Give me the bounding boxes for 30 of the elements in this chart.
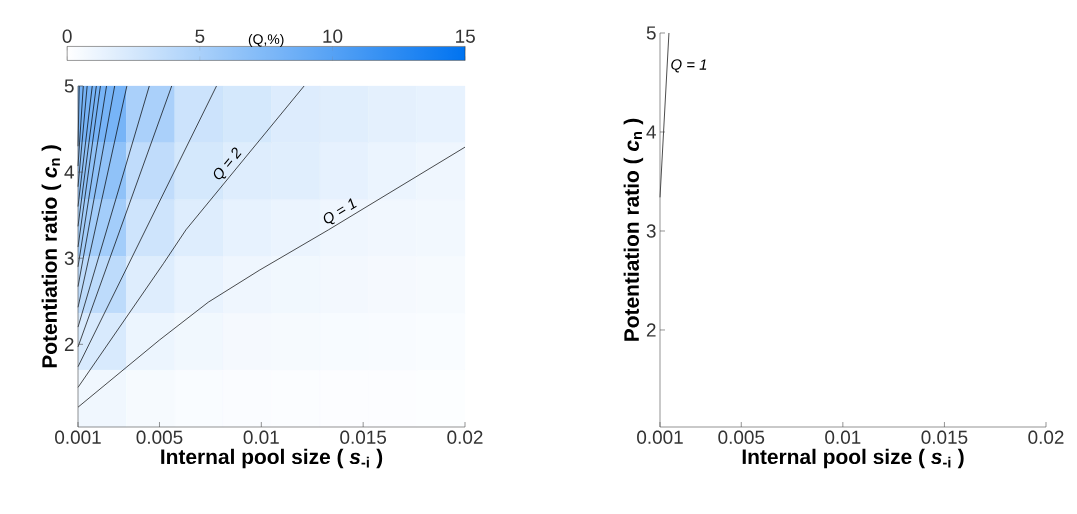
color-bar-title: (Q,%)	[248, 33, 284, 47]
y-tick-label: 2	[64, 337, 74, 351]
y-tick-label: 4	[646, 125, 656, 139]
series-label: Q = 1	[671, 59, 707, 73]
color-bar-label: 15	[456, 29, 475, 43]
x-tick-label: 0.015	[340, 430, 387, 444]
y-tick-label: 4	[64, 165, 74, 179]
y-tick-label: 5	[646, 26, 656, 40]
y-axis-title: Potentiation ratio ( c$_{n}$ )	[623, 118, 644, 341]
y-tick-label: 5	[64, 79, 74, 93]
x-tick-label: 0.001	[55, 430, 101, 444]
x-tick-label: 0.02	[1028, 430, 1064, 444]
y-axis-title: Potentiation ratio ( c$_{n}$ )	[41, 145, 62, 368]
x-tick-label: 0.005	[136, 430, 183, 444]
color-bar-label: 10	[323, 29, 343, 43]
x-tick-label: 0.001	[637, 430, 683, 444]
text: Q = 2	[213, 147, 242, 180]
color-bar-label: 0	[62, 29, 72, 43]
x-tick-label: 0.015	[921, 430, 968, 444]
text: Q = 1	[323, 198, 357, 225]
x-tick-label: 0.005	[718, 430, 765, 444]
x-axis-title: Internal pool size ( s$_{-i}$ )	[742, 448, 964, 469]
x-tick-label: 0.01	[243, 430, 279, 444]
y-tick-label: 2	[646, 323, 656, 337]
x-axis-title: Internal pool size ( s$_{-i}$ )	[161, 448, 383, 469]
x-tick-label: 0.02	[447, 430, 483, 444]
y-tick-label: 3	[64, 251, 74, 265]
x-tick-label: 0.01	[825, 430, 861, 444]
color-bar-label: 5	[195, 29, 205, 43]
y-tick-label: 3	[646, 224, 656, 238]
